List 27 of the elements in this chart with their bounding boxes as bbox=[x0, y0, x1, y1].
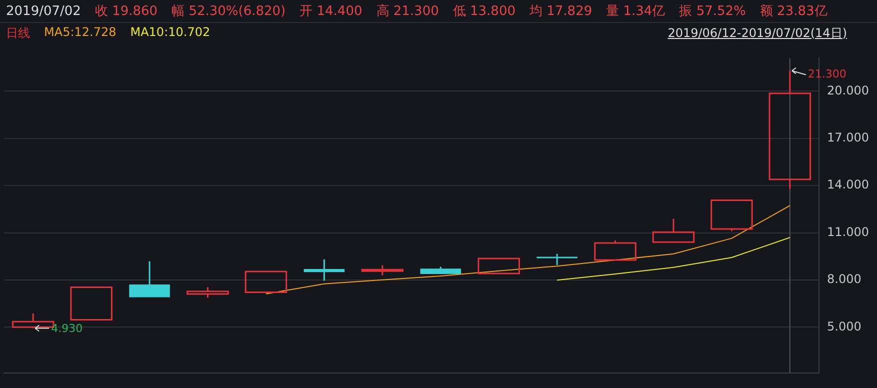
y-tick-label: 8.000 bbox=[827, 272, 862, 286]
text: 收 19.860 bbox=[94, 3, 158, 20]
text: 额 23.83亿 bbox=[760, 3, 828, 20]
candlestick bbox=[129, 260, 170, 298]
text: 高 21.300 bbox=[376, 3, 439, 20]
text: 开 14.400 bbox=[300, 3, 362, 20]
candlestick bbox=[304, 258, 345, 282]
text: 振 57.52% bbox=[679, 3, 746, 20]
text: 幅 52.30%(6.820) bbox=[172, 3, 286, 20]
chart-subtitle: 2019/06/12-2019/07/02(14日) bbox=[668, 24, 847, 42]
text: 量 1.34亿 bbox=[606, 3, 666, 20]
text: 2019/07/02 bbox=[6, 4, 81, 18]
y-tick-label: 14.000 bbox=[827, 178, 870, 192]
y-tick-label: 5.000 bbox=[827, 319, 862, 334]
text: MA10:10.702 bbox=[130, 24, 210, 40]
candlestick bbox=[652, 218, 695, 243]
y-tick-label: 17.000 bbox=[827, 130, 870, 145]
y-tick-label: 20.000 bbox=[827, 83, 870, 98]
candlestick bbox=[361, 264, 404, 276]
text: 均 17.829 bbox=[530, 3, 592, 20]
annotation: 21.300 bbox=[808, 68, 846, 81]
text: MA5:12.728 bbox=[44, 24, 116, 40]
candlestick bbox=[536, 253, 578, 266]
legend-title: 日线 bbox=[6, 24, 30, 42]
y-tick-label: 11.000 bbox=[827, 224, 870, 239]
text: 低 13.800 bbox=[452, 3, 516, 20]
annotation: 4.930 bbox=[51, 322, 83, 336]
